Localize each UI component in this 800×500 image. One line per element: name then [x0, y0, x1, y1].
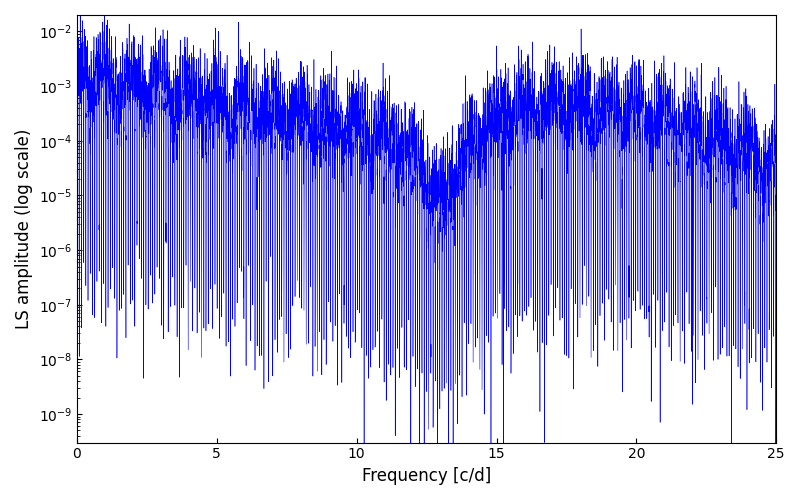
Y-axis label: LS amplitude (log scale): LS amplitude (log scale) — [15, 128, 33, 329]
X-axis label: Frequency [c/d]: Frequency [c/d] — [362, 467, 491, 485]
